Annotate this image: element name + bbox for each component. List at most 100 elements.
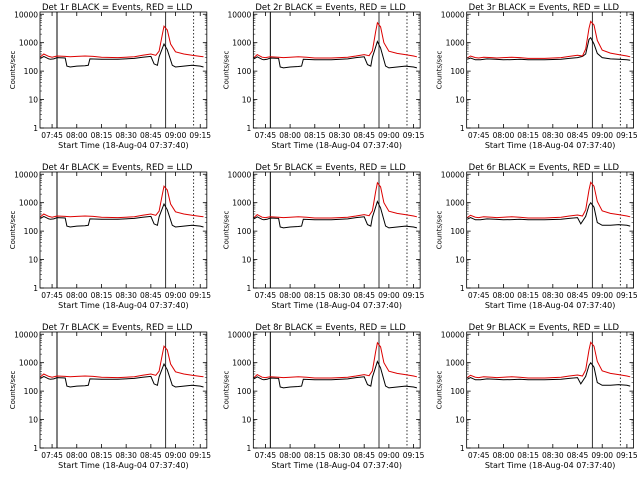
plot-frame xyxy=(466,11,634,129)
y-tick-label: 10000 xyxy=(227,170,251,179)
x-axis-label: Start Time (18-Aug-04 07:37:40) xyxy=(271,301,402,310)
x-tick-label: 08:00 xyxy=(279,291,301,300)
y-tick-label: 1 xyxy=(247,124,252,133)
x-tick-label: 08:45 xyxy=(353,291,375,300)
y-tick-label: 10 xyxy=(455,256,465,265)
x-tick-label: 09:15 xyxy=(403,291,425,300)
chart-panel: Det 2r BLACK = Events, RED = LLD 1 10 100 10… xyxy=(222,3,424,150)
chart-panel: Det 8r BLACK = Events, RED = LLD 1 10 100 10… xyxy=(222,323,424,470)
x-tick-label: 08:30 xyxy=(542,451,564,460)
series-line-events xyxy=(466,361,631,387)
x-tick-label: 08:15 xyxy=(517,451,539,460)
series-line-lld xyxy=(253,341,418,379)
y-axis-label: Counts/sec xyxy=(436,211,444,250)
y-tick-label: 10000 xyxy=(441,330,465,339)
x-tick-label: 08:15 xyxy=(304,291,326,300)
x-axis-label: Start Time (18-Aug-04 07:37:40) xyxy=(485,461,616,470)
series-line-events xyxy=(40,362,204,388)
x-tick-label: 09:00 xyxy=(165,291,187,300)
x-tick-label: 08:45 xyxy=(567,451,589,460)
x-tick-label: 08:30 xyxy=(329,291,351,300)
y-tick-label: 10 xyxy=(28,256,38,265)
x-tick-label: 08:15 xyxy=(517,291,539,300)
y-tick-label: 1000 xyxy=(232,39,251,48)
y-tick-label: 1 xyxy=(247,284,252,293)
x-tick-label: 08:45 xyxy=(353,131,375,140)
y-tick-label: 1 xyxy=(33,444,38,453)
y-tick-label: 100 xyxy=(24,227,39,236)
y-tick-label: 1000 xyxy=(446,359,465,368)
y-tick-label: 10 xyxy=(28,96,38,105)
x-tick-label: 09:15 xyxy=(616,131,638,140)
series-line-lld xyxy=(40,185,204,219)
chart-title: Det 5r BLACK = Events, RED = LLD xyxy=(255,163,406,173)
y-tick-label: 10000 xyxy=(441,170,465,179)
chart-title: Det 2r BLACK = Events, RED = LLD xyxy=(255,3,406,13)
chart-panel: Det 6r BLACK = Events, RED = LLD 1 10 100 10… xyxy=(436,163,638,310)
x-tick-label: 09:15 xyxy=(403,451,425,460)
y-tick-label: 10 xyxy=(242,416,252,425)
x-tick-label: 08:30 xyxy=(115,451,137,460)
x-axis-label: Start Time (18-Aug-04 07:37:40) xyxy=(271,461,402,470)
y-tick-label: 10 xyxy=(242,96,252,105)
x-tick-label: 07:45 xyxy=(468,291,490,300)
x-axis-label: Start Time (18-Aug-04 07:37:40) xyxy=(271,141,402,150)
x-tick-label: 07:45 xyxy=(41,291,63,300)
y-tick-label: 1000 xyxy=(446,39,465,48)
x-tick-label: 08:00 xyxy=(493,451,515,460)
x-tick-label: 08:45 xyxy=(353,451,375,460)
series-line-events xyxy=(40,42,204,68)
plot-frame xyxy=(39,331,208,449)
x-axis-label: Start Time (18-Aug-04 07:37:40) xyxy=(58,461,189,470)
y-tick-label: 10000 xyxy=(441,10,465,19)
x-tick-label: 08:30 xyxy=(542,291,564,300)
y-tick-label: 10000 xyxy=(227,10,251,19)
y-tick-label: 1 xyxy=(460,284,465,293)
y-tick-label: 1 xyxy=(33,284,38,293)
x-tick-label: 08:15 xyxy=(91,451,113,460)
y-axis-label: Counts/sec xyxy=(9,371,17,410)
chart-title: Det 3r BLACK = Events, RED = LLD xyxy=(469,3,620,13)
x-tick-label: 07:45 xyxy=(255,291,277,300)
x-tick-label: 09:00 xyxy=(591,291,613,300)
x-tick-label: 08:30 xyxy=(329,451,351,460)
plot-frame xyxy=(466,171,634,289)
series-line-lld xyxy=(40,25,204,59)
x-tick-label: 07:45 xyxy=(255,451,277,460)
y-axis-label: Counts/sec xyxy=(222,51,230,90)
series-line-lld xyxy=(253,21,418,59)
plot-frame xyxy=(252,11,421,129)
x-tick-label: 08:15 xyxy=(304,131,326,140)
y-tick-label: 1000 xyxy=(446,199,465,208)
x-tick-label: 07:45 xyxy=(41,131,63,140)
y-tick-label: 10 xyxy=(455,96,465,105)
y-axis-label: Counts/sec xyxy=(9,51,17,90)
y-axis-label: Counts/sec xyxy=(222,211,230,250)
x-tick-label: 08:45 xyxy=(567,291,589,300)
x-tick-label: 08:30 xyxy=(329,131,351,140)
y-tick-label: 10 xyxy=(28,416,38,425)
plot-frame xyxy=(39,171,208,289)
y-tick-label: 1 xyxy=(33,124,38,133)
chart-panel: Det 3r BLACK = Events, RED = LLD 1 10 100 10… xyxy=(436,3,638,150)
y-tick-label: 1 xyxy=(460,444,465,453)
y-tick-label: 10000 xyxy=(14,10,38,19)
chart-panel: Det 7r BLACK = Events, RED = LLD 1 10 100 10… xyxy=(9,323,211,470)
x-tick-label: 07:45 xyxy=(468,451,490,460)
x-tick-label: 09:00 xyxy=(378,291,400,300)
chart-panel: Det 4r BLACK = Events, RED = LLD 1 10 100 10… xyxy=(9,163,211,310)
chart-title: Det 7r BLACK = Events, RED = LLD xyxy=(42,323,193,333)
x-axis-label: Start Time (18-Aug-04 07:37:40) xyxy=(58,301,189,310)
y-tick-label: 10000 xyxy=(227,330,251,339)
y-tick-label: 10000 xyxy=(14,170,38,179)
x-tick-label: 08:00 xyxy=(66,291,88,300)
y-tick-label: 100 xyxy=(237,387,252,396)
x-tick-label: 09:15 xyxy=(189,451,211,460)
series-line-events xyxy=(40,202,204,228)
x-tick-label: 08:30 xyxy=(542,131,564,140)
x-tick-label: 09:15 xyxy=(189,291,211,300)
chart-panel: Det 9r BLACK = Events, RED = LLD 1 10 100 10… xyxy=(436,323,638,470)
chart-panel: Det 1r BLACK = Events, RED = LLD 1 10 100 10… xyxy=(9,3,211,150)
y-tick-label: 1000 xyxy=(232,199,251,208)
